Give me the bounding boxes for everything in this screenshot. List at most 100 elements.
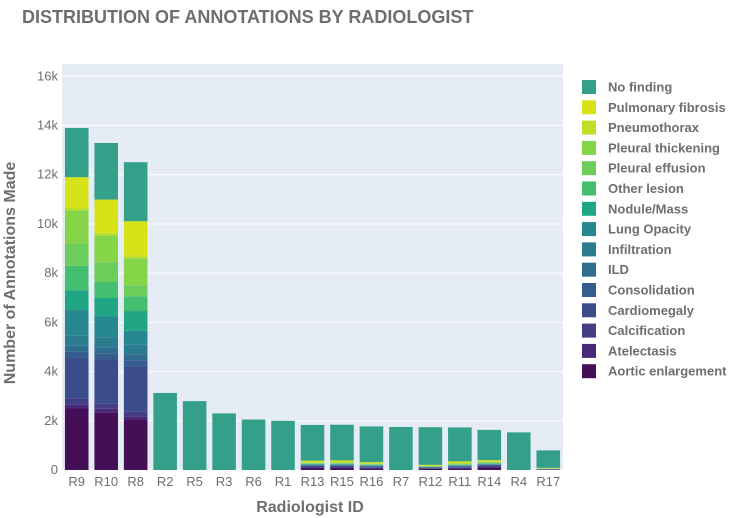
legend-label: ILD bbox=[608, 262, 629, 277]
bar-segment bbox=[330, 462, 354, 464]
legend-item: Aortic enlargement bbox=[582, 364, 727, 379]
bar-stack-r2 bbox=[153, 392, 177, 470]
bar-segment bbox=[359, 462, 384, 464]
bar-segment bbox=[123, 354, 148, 361]
bar-segment bbox=[359, 426, 384, 463]
x-tick-label: R16 bbox=[360, 474, 384, 489]
legend-label: Aortic enlargement bbox=[608, 364, 727, 379]
x-tick-label: R11 bbox=[448, 474, 471, 489]
bar-segment bbox=[123, 258, 148, 286]
x-tick-label: R7 bbox=[393, 474, 410, 489]
chart-title: DISTRIBUTION OF ANNOTATIONS BY RADIOLOGI… bbox=[22, 7, 473, 27]
bar-segment bbox=[330, 468, 354, 470]
bar-stack-r16 bbox=[359, 426, 384, 470]
bar-stack-r5 bbox=[182, 401, 207, 470]
x-axis-ticks: R9 R10 R8 R2 R5 R3 R6 R1 R13 R15 R16 R7 R12 R11 R14 R4 R… bbox=[68, 474, 560, 489]
bar-segment bbox=[241, 419, 266, 470]
bar-segment bbox=[359, 466, 384, 468]
y-tick-label: 12k bbox=[37, 167, 58, 182]
bar-stack-r15 bbox=[330, 424, 354, 470]
legend-item: Pleural thickening bbox=[582, 140, 720, 155]
bar-segment bbox=[330, 460, 354, 463]
bar-segment bbox=[64, 351, 89, 359]
legend-item: Cardiomegaly bbox=[582, 303, 695, 318]
legend-item: No finding bbox=[582, 80, 672, 95]
bar-segment bbox=[94, 316, 118, 338]
bar-segment bbox=[477, 460, 502, 462]
legend-swatch bbox=[582, 303, 596, 318]
x-tick-label: R4 bbox=[510, 474, 527, 489]
bar-stack-r3 bbox=[212, 413, 236, 470]
bar-stack-r8 bbox=[123, 162, 148, 470]
bar-segment bbox=[94, 235, 118, 263]
bar-segment bbox=[507, 432, 531, 470]
bar-segment bbox=[389, 426, 413, 470]
legend-label: Pleural thickening bbox=[608, 140, 720, 155]
bar-stack-r12 bbox=[418, 427, 443, 470]
legend-label: Nodule/Mass bbox=[608, 201, 688, 216]
bar-segment bbox=[94, 262, 118, 283]
bar-segment bbox=[330, 424, 354, 461]
legend-label: Pleural effusion bbox=[608, 161, 706, 176]
x-axis-title: Radiologist ID bbox=[256, 499, 364, 516]
bar-segment bbox=[64, 243, 89, 266]
bar-segment bbox=[123, 416, 148, 420]
bar-segment bbox=[64, 404, 89, 409]
bar-segment bbox=[94, 199, 118, 233]
bar-segment bbox=[64, 408, 89, 470]
bar-segment bbox=[94, 412, 118, 470]
legend-label: Atelectasis bbox=[608, 343, 677, 358]
bar-segment bbox=[300, 460, 325, 463]
bar-segment bbox=[64, 335, 89, 346]
bar-segment bbox=[153, 392, 177, 470]
bar-segment bbox=[94, 337, 118, 348]
legend-item: ILD bbox=[582, 262, 629, 277]
bar-segment bbox=[477, 467, 502, 470]
bars bbox=[64, 127, 561, 470]
x-tick-label: R8 bbox=[127, 474, 144, 489]
bar-segment bbox=[123, 419, 148, 470]
bar-segment bbox=[359, 463, 384, 465]
legend-label: Lung Opacity bbox=[608, 222, 692, 237]
legend-item: Consolidation bbox=[582, 283, 695, 298]
bar-segment bbox=[330, 465, 354, 468]
bar-stack-r1 bbox=[271, 420, 295, 470]
bar-segment bbox=[418, 467, 443, 469]
legend-swatch bbox=[582, 140, 596, 155]
bar-segment bbox=[359, 468, 384, 470]
bar-segment bbox=[64, 177, 89, 208]
legend-item: Pleural effusion bbox=[582, 161, 706, 176]
bar-segment bbox=[271, 420, 295, 470]
bar-segment bbox=[123, 366, 148, 412]
y-tick-label: 14k bbox=[37, 118, 58, 133]
bar-segment bbox=[94, 347, 118, 354]
bar-segment bbox=[448, 468, 472, 470]
bar-stack-r14 bbox=[477, 429, 502, 470]
bar-segment bbox=[418, 427, 443, 465]
bar-segment bbox=[123, 255, 148, 259]
legend-item: Calcification bbox=[582, 323, 685, 338]
bar-segment bbox=[94, 359, 118, 404]
bar-segment bbox=[300, 424, 325, 461]
bar-segment bbox=[94, 353, 118, 360]
legend-swatch bbox=[582, 222, 596, 237]
y-tick-label: 4k bbox=[44, 364, 58, 379]
bar-segment bbox=[418, 469, 443, 470]
y-tick-label: 10k bbox=[37, 216, 58, 231]
bar-stack-r13 bbox=[300, 424, 325, 470]
bar-segment bbox=[300, 468, 325, 470]
bar-segment bbox=[64, 207, 89, 211]
bar-stack-r7 bbox=[389, 426, 413, 470]
bar-stack-r6 bbox=[241, 419, 266, 470]
legend-swatch bbox=[582, 242, 596, 257]
legend-item: Pneumothorax bbox=[582, 120, 700, 135]
bar-segment bbox=[212, 413, 236, 470]
y-tick-label: 0 bbox=[51, 462, 58, 477]
bar-segment bbox=[448, 463, 472, 465]
bar-segment bbox=[123, 330, 148, 345]
x-tick-label: R14 bbox=[477, 474, 501, 489]
legend-swatch bbox=[582, 323, 596, 338]
bar-stack-r11 bbox=[448, 427, 472, 470]
bar-segment bbox=[64, 290, 89, 311]
